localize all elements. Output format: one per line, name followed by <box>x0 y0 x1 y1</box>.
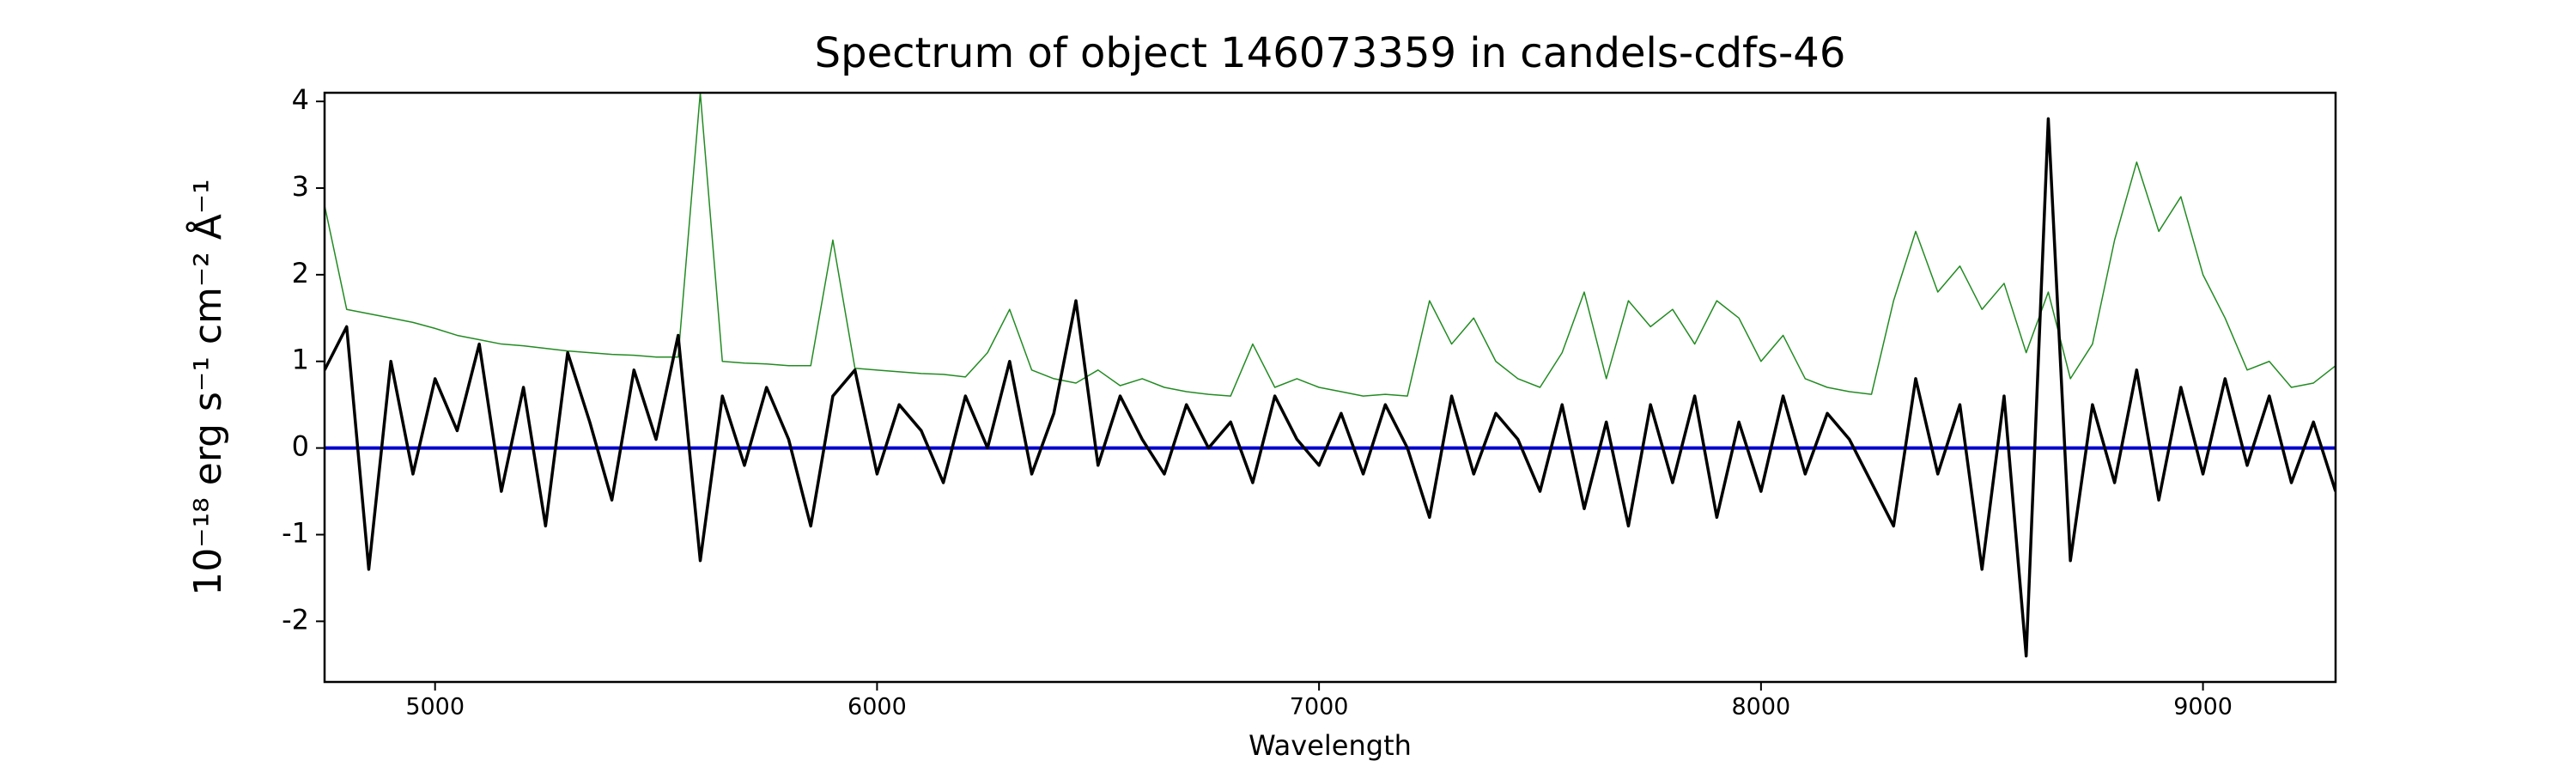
x-axis-label: Wavelength <box>1249 729 1412 762</box>
y-tick-label: 4 <box>292 83 309 116</box>
x-tick-label: 9000 <box>2173 694 2233 721</box>
y-tick-label: 2 <box>292 257 309 289</box>
plot-frame <box>323 91 2337 684</box>
x-tick-label: 6000 <box>848 694 907 721</box>
y-tick-label: 0 <box>292 430 309 463</box>
y-tick-label: 3 <box>292 170 309 203</box>
y-axis-label: 10⁻¹⁸ erg s⁻¹ cm⁻² Å⁻¹ <box>185 179 230 595</box>
y-tick-label: -2 <box>282 603 309 636</box>
chart-title: Spectrum of object 146073359 in candels-… <box>815 29 1846 77</box>
y-tick-label: -1 <box>282 517 309 550</box>
x-tick-label: 5000 <box>405 694 465 721</box>
y-tick-label: 1 <box>292 344 309 376</box>
x-tick-label: 8000 <box>1731 694 1790 721</box>
spectrum-line <box>325 93 2336 397</box>
spectrum-line <box>325 117 2336 658</box>
plot-area <box>325 93 2336 658</box>
x-tick-label: 7000 <box>1290 694 1349 721</box>
